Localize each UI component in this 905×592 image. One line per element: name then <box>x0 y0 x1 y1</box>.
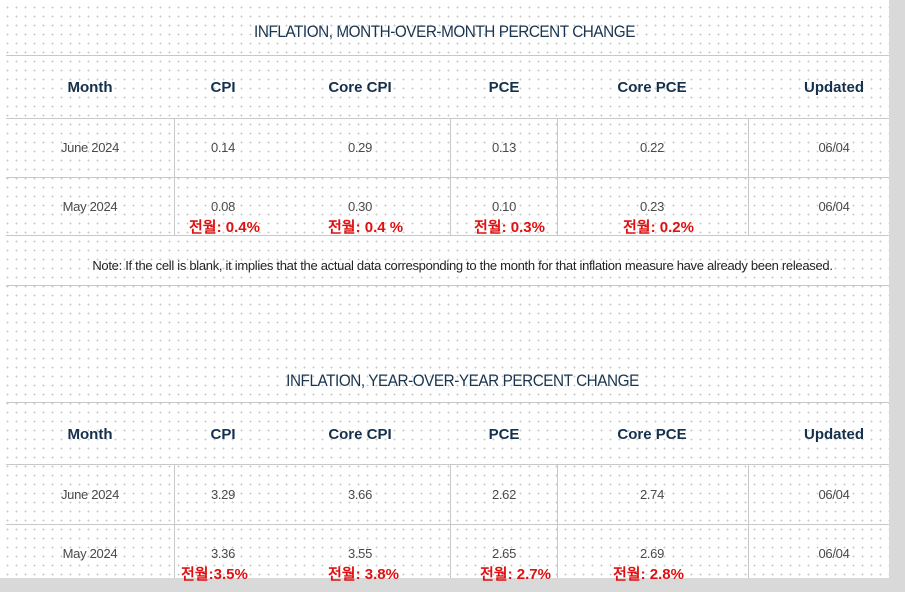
divider <box>6 402 889 403</box>
divider <box>6 55 889 56</box>
table-cell: 06/04 <box>818 487 850 502</box>
header-pce: PCE <box>488 79 520 96</box>
table-cell: 2.74 <box>639 487 665 502</box>
core-cpi-annotation: 전월: 3.8% <box>328 566 399 583</box>
table-cell: 2.62 <box>491 487 517 502</box>
header-updated: Updated <box>804 79 864 96</box>
yoy-table-title: INFLATION, YEAR-OVER-YEAR PERCENT CHANGE <box>286 371 639 390</box>
table-cell: May 2024 <box>62 199 118 214</box>
header-cpi: CPI <box>210 426 236 443</box>
column-divider <box>450 118 451 235</box>
table-cell: 2.65 <box>491 546 517 561</box>
header-core-pce: Core PCE <box>617 79 687 96</box>
pce-annotation: 전월: 0.3% <box>474 219 545 236</box>
divider <box>6 235 889 236</box>
spreadsheet-sheet: INFLATION, MONTH-OVER-MONTH PERCENT CHAN… <box>0 0 889 583</box>
table-cell: 0.22 <box>639 140 665 155</box>
column-divider <box>748 118 749 235</box>
header-core-cpi: Core CPI <box>328 79 392 96</box>
table-cell: 0.10 <box>491 199 517 214</box>
cpi-annotation: 전월:3.5% <box>181 566 248 583</box>
column-divider <box>557 118 558 235</box>
table-cell: 0.23 <box>639 199 665 214</box>
header-month: Month <box>67 426 113 443</box>
table-cell: 2.69 <box>639 546 665 561</box>
divider <box>6 285 889 286</box>
table-cell: May 2024 <box>62 546 118 561</box>
table-cell: 3.29 <box>210 487 236 502</box>
divider <box>6 177 889 178</box>
header-core-pce: Core PCE <box>617 426 687 443</box>
table-cell: June 2024 <box>60 140 120 155</box>
table-cell: 0.08 <box>210 199 236 214</box>
divider <box>6 524 889 525</box>
core-pce-annotation: 전월: 2.8% <box>613 566 684 583</box>
table-cell: 0.14 <box>210 140 236 155</box>
table-cell: 06/04 <box>818 199 850 214</box>
table-cell: 3.36 <box>210 546 236 561</box>
column-divider <box>174 118 175 235</box>
divider <box>6 464 889 465</box>
footnote: Note: If the cell is blank, it implies t… <box>92 258 833 273</box>
pce-annotation: 전월: 2.7% <box>480 566 551 583</box>
table-cell: June 2024 <box>60 487 120 502</box>
cpi-annotation: 전월: 0.4% <box>189 219 260 236</box>
header-pce: PCE <box>488 426 520 443</box>
header-cpi: CPI <box>210 79 236 96</box>
table-cell: 3.66 <box>347 487 373 502</box>
header-month: Month <box>67 79 113 96</box>
column-divider <box>557 464 558 578</box>
core-pce-annotation: 전월: 0.2% <box>623 219 694 236</box>
column-divider <box>450 464 451 578</box>
table-cell: 0.13 <box>491 140 517 155</box>
column-divider <box>174 464 175 578</box>
table-cell: 3.55 <box>347 546 373 561</box>
table-cell: 0.30 <box>347 199 373 214</box>
header-updated: Updated <box>804 426 864 443</box>
table-cell: 0.29 <box>347 140 373 155</box>
table-cell: 06/04 <box>818 140 850 155</box>
core-cpi-annotation: 전월: 0.4 % <box>328 219 404 236</box>
divider <box>6 118 889 119</box>
mom-table-title: INFLATION, MONTH-OVER-MONTH PERCENT CHAN… <box>254 22 635 41</box>
header-core-cpi: Core CPI <box>328 426 392 443</box>
table-cell: 06/04 <box>818 546 850 561</box>
column-divider <box>748 464 749 578</box>
